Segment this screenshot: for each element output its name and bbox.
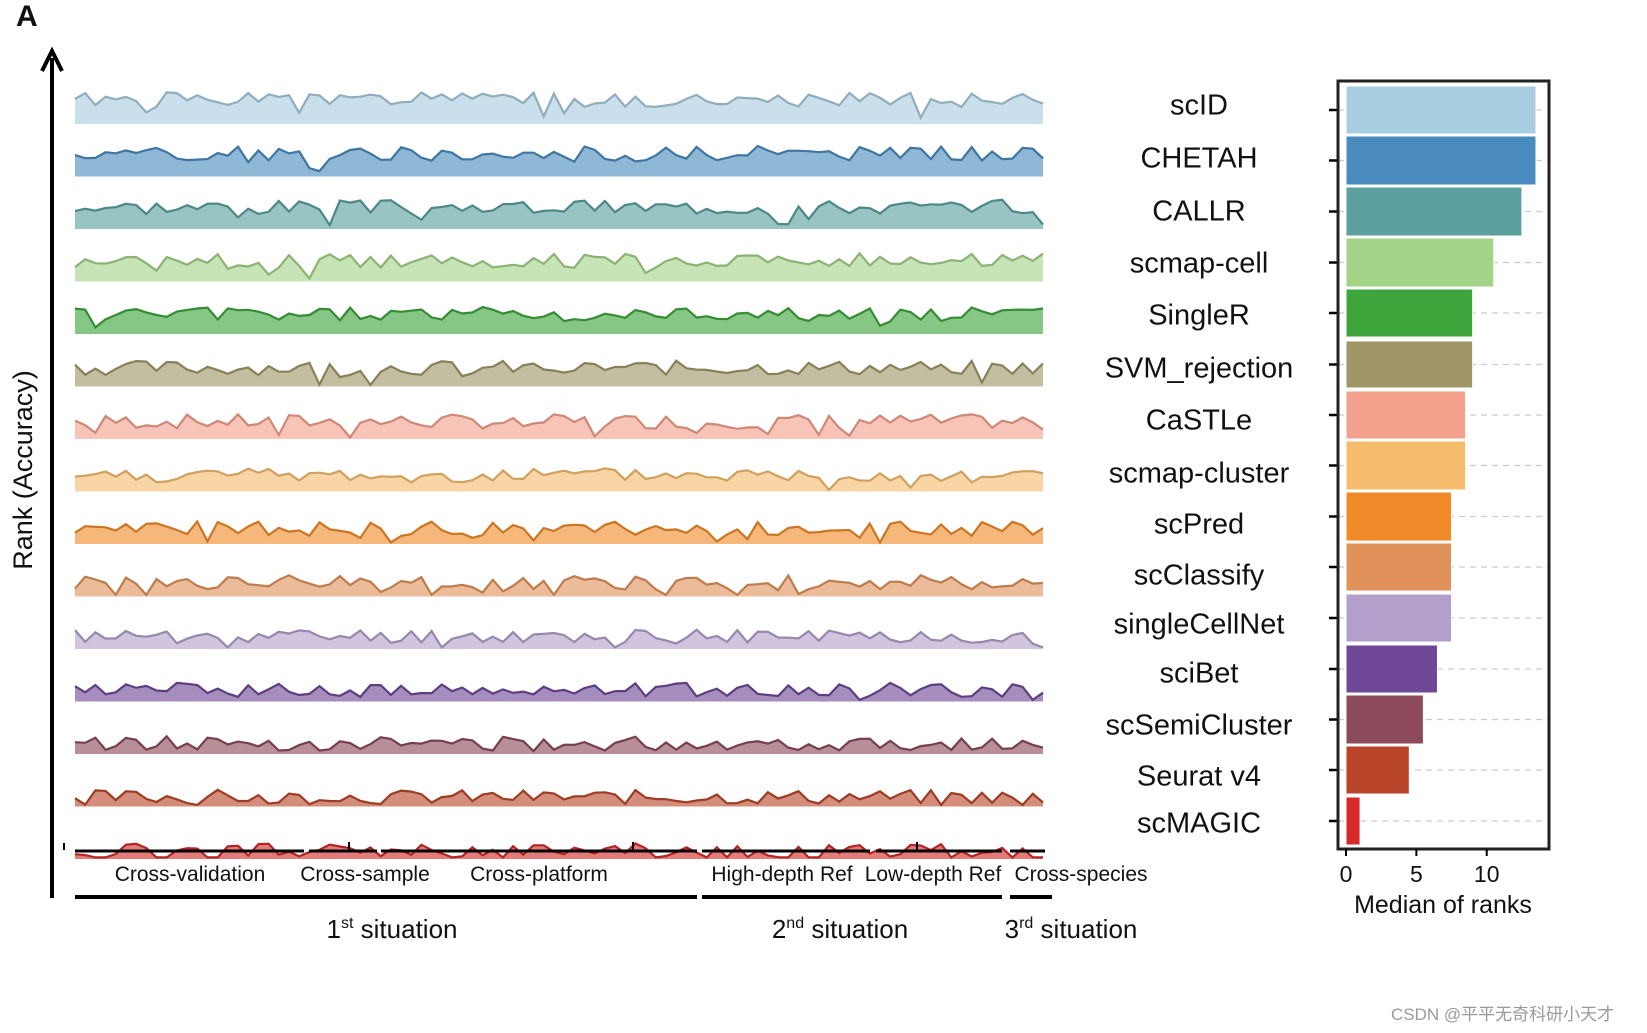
ridge-scmap-cell <box>74 251 1044 282</box>
median-rank-bar-chart: 0 5 10 Median of ranks <box>1329 79 1551 919</box>
ridge-line-scid <box>74 90 1044 121</box>
ridge-area-singlecellnet <box>75 629 1043 649</box>
ridge-singlecellnet <box>74 628 1044 650</box>
ridge-scpred <box>74 519 1044 545</box>
method-label-scmap-cluster: scmap-cluster <box>1109 458 1290 490</box>
situation-label-2: 2nd situation <box>772 914 908 944</box>
method-label-singlecellnet: singleCellNet <box>1114 609 1285 641</box>
ridge-area-scmagic <box>75 843 1043 859</box>
ridge-line-scpred <box>74 519 1044 545</box>
ridge-area-scid <box>75 92 1043 124</box>
bar-seurat-v4 <box>1345 745 1410 795</box>
bar-svm-rejection <box>1345 340 1474 389</box>
bar-chart-frame <box>1336 79 1551 851</box>
ridge-castle <box>74 412 1044 440</box>
method-label-scmagic: scMAGIC <box>1137 808 1261 840</box>
method-label-castle: CaSTLe <box>1146 405 1252 437</box>
ridge-line-scsemicluster <box>74 734 1044 753</box>
y-axis-arrow <box>40 46 64 898</box>
bar-callr <box>1345 186 1523 237</box>
ridge-line-scclassify <box>74 573 1044 597</box>
ridge-area-callr <box>75 199 1043 229</box>
situation-label-3: 3rd situation <box>1005 914 1138 944</box>
method-label-scclassify: scClassify <box>1134 560 1265 592</box>
method-label-svm-rejection: SVM_rejection <box>1105 353 1294 385</box>
ridge-chetah <box>74 144 1044 177</box>
method-label-callr: CALLR <box>1152 196 1246 228</box>
ridge-scclassify <box>74 573 1044 597</box>
ridge-area-scmap-cluster <box>75 468 1043 492</box>
bar-scid <box>1345 85 1537 135</box>
method-label-seurat-v4: Seurat v4 <box>1137 761 1261 793</box>
panel-letter: A <box>16 0 38 33</box>
ridge-area-singler <box>75 307 1043 334</box>
bar-scmap-cell <box>1345 237 1495 288</box>
ridge-area-chetah <box>75 146 1043 177</box>
ridge-area-svm-rejection <box>75 360 1043 387</box>
ridgeline-plot <box>74 90 1044 859</box>
method-label-singler: SingleR <box>1148 300 1250 332</box>
group-label-low-depth-ref: Low-depth Ref <box>865 863 1002 886</box>
ridge-line-seurat-v4 <box>74 788 1044 807</box>
bar-singler <box>1345 288 1474 338</box>
ridge-area-castle <box>75 414 1043 439</box>
x-tick-label-10: 10 <box>1474 861 1500 887</box>
method-label-scpred: scPred <box>1154 509 1244 541</box>
bar-scibet <box>1345 644 1438 694</box>
ridge-seurat-v4 <box>74 788 1044 807</box>
group-label-cross-species: Cross-species <box>1014 863 1147 886</box>
method-label-chetah: CHETAH <box>1140 143 1257 175</box>
x-tick-label-0: 0 <box>1340 861 1353 887</box>
ridge-area-scclassify <box>75 575 1043 597</box>
ridge-line-scmap-cluster <box>74 467 1044 492</box>
x-axis-label: Median of ranks <box>1354 891 1532 919</box>
ridge-scid <box>74 90 1044 124</box>
bar-scpred <box>1345 491 1453 542</box>
x-tick-label-5: 5 <box>1410 861 1423 887</box>
method-label-scsemicluster: scSemiCluster <box>1106 710 1293 742</box>
y-axis-label: Rank (Accuracy) <box>8 370 38 570</box>
ridge-scmap-cluster <box>74 467 1044 492</box>
ridge-singler <box>74 305 1044 334</box>
ridge-scibet <box>74 681 1044 702</box>
ridge-svm-rejection <box>74 358 1044 388</box>
method-label-scibet: sciBet <box>1160 658 1239 690</box>
ridge-line-scmap-cell <box>74 251 1044 281</box>
ridge-line-svm-rejection <box>74 358 1044 388</box>
bar-scmagic <box>1345 796 1361 846</box>
ridge-area-scmap-cell <box>75 253 1043 282</box>
ridge-line-chetah <box>74 144 1044 173</box>
ridge-line-singler <box>74 305 1044 329</box>
group-label-cross-platform: Cross-platform <box>470 863 608 886</box>
watermark: CSDN @平平无奇科研小天才 <box>1391 1005 1614 1024</box>
group-annotations: Cross-validation Cross-sample Cross-platfo… <box>63 842 1148 944</box>
group-label-cross-validation: Cross-validation <box>115 863 266 886</box>
method-label-scid: scID <box>1170 90 1228 122</box>
situation-label-1: 1st situation <box>327 914 458 944</box>
bar-scclassify <box>1345 542 1453 592</box>
ridge-line-callr <box>74 198 1044 228</box>
ridge-line-singlecellnet <box>74 628 1044 650</box>
bar-scmap-cluster <box>1345 440 1467 491</box>
ridge-area-scibet <box>75 682 1043 702</box>
bar-singlecellnet <box>1345 593 1453 643</box>
method-label-scmap-cell: scmap-cell <box>1130 248 1269 280</box>
group-label-cross-sample: Cross-sample <box>300 863 430 886</box>
method-labels: scID CHETAH CALLR scmap-cell SingleR SVM_reje… <box>1105 90 1294 840</box>
bar-castle <box>1345 390 1467 440</box>
bar-chetah <box>1345 135 1537 186</box>
ridge-line-scibet <box>74 681 1044 702</box>
ridge-scsemicluster <box>74 734 1044 754</box>
group-label-high-depth-ref: High-depth Ref <box>711 863 852 886</box>
bar-scsemicluster <box>1345 694 1424 745</box>
ridge-callr <box>74 198 1044 229</box>
ridge-area-scpred <box>75 521 1043 544</box>
ridge-line-castle <box>74 412 1044 440</box>
